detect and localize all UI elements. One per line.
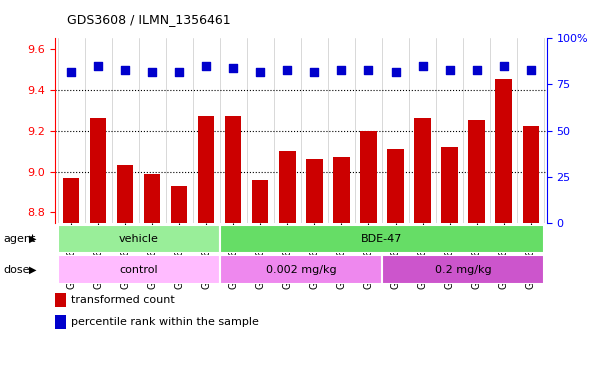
Bar bbox=[306, 159, 323, 223]
Bar bbox=[171, 186, 188, 223]
Point bbox=[93, 63, 103, 69]
Bar bbox=[220, 225, 544, 253]
Text: vehicle: vehicle bbox=[119, 234, 159, 244]
Point bbox=[120, 67, 130, 73]
Point bbox=[525, 67, 535, 73]
Point bbox=[364, 67, 373, 73]
Bar bbox=[55, 293, 66, 307]
Point bbox=[174, 68, 184, 74]
Point bbox=[310, 68, 320, 74]
Bar bbox=[522, 126, 539, 223]
Bar bbox=[220, 255, 382, 284]
Bar bbox=[225, 116, 241, 223]
Bar bbox=[252, 180, 268, 223]
Text: 0.2 mg/kg: 0.2 mg/kg bbox=[435, 265, 491, 275]
Bar bbox=[441, 147, 458, 223]
Text: GDS3608 / ILMN_1356461: GDS3608 / ILMN_1356461 bbox=[67, 13, 231, 26]
Text: agent: agent bbox=[3, 234, 35, 244]
Bar bbox=[144, 174, 160, 223]
Bar bbox=[55, 315, 66, 329]
Point bbox=[445, 67, 455, 73]
Point bbox=[418, 63, 428, 69]
Bar bbox=[57, 225, 220, 253]
Text: control: control bbox=[120, 265, 158, 275]
Text: transformed count: transformed count bbox=[71, 295, 175, 305]
Point bbox=[282, 67, 292, 73]
Point bbox=[202, 63, 211, 69]
Point bbox=[472, 67, 481, 73]
Text: 0.002 mg/kg: 0.002 mg/kg bbox=[266, 265, 336, 275]
Bar bbox=[63, 178, 79, 223]
Bar bbox=[57, 255, 220, 284]
Point bbox=[67, 68, 76, 74]
Point bbox=[337, 67, 346, 73]
Text: percentile rank within the sample: percentile rank within the sample bbox=[71, 317, 258, 327]
Point bbox=[229, 65, 238, 71]
Text: dose: dose bbox=[3, 265, 29, 275]
Text: ▶: ▶ bbox=[29, 265, 37, 275]
Bar bbox=[382, 255, 544, 284]
Bar bbox=[414, 118, 431, 223]
Bar bbox=[90, 118, 106, 223]
Point bbox=[147, 68, 157, 74]
Bar bbox=[334, 157, 349, 223]
Bar bbox=[469, 120, 485, 223]
Bar bbox=[198, 116, 214, 223]
Point bbox=[255, 68, 265, 74]
Bar bbox=[360, 131, 376, 223]
Bar bbox=[387, 149, 404, 223]
Bar bbox=[117, 166, 133, 223]
Text: ▶: ▶ bbox=[29, 234, 37, 244]
Bar bbox=[279, 151, 296, 223]
Point bbox=[499, 63, 508, 69]
Point bbox=[390, 68, 400, 74]
Bar bbox=[496, 79, 512, 223]
Text: BDE-47: BDE-47 bbox=[361, 234, 403, 244]
